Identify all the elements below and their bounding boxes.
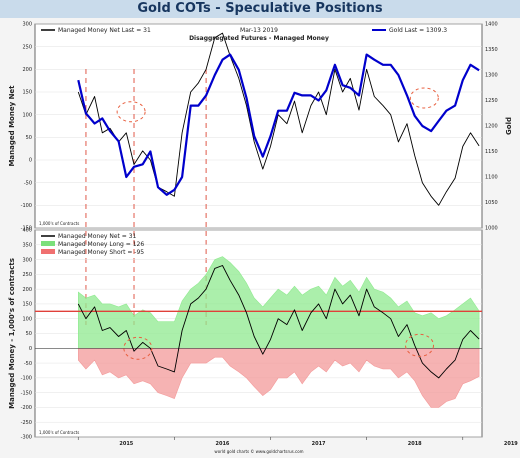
bottom-tick-label: 300 — [22, 257, 32, 263]
x-tick-label: 2019 — [504, 441, 518, 447]
bottom-tick-label: -150 — [21, 390, 32, 396]
x-tick-label: 2015 — [119, 441, 133, 447]
highlight-circle-bottom — [123, 336, 153, 360]
bottom-tick-label: -100 — [21, 376, 32, 382]
top-right-axis-title: Gold — [505, 117, 513, 135]
legend-net-label: Managed Money Net Last = 31 — [58, 27, 151, 34]
net-position-line-bottom — [77, 265, 480, 379]
short-area — [78, 348, 480, 408]
top-left-axis-title: Managed Money Net — [8, 85, 16, 167]
legend-swatch — [41, 249, 55, 254]
credit-label: world gold charts © www.goldchartsrus.co… — [214, 449, 303, 454]
bottom-legend-label: Managed Money Short = -95 — [58, 249, 144, 256]
top-right-tick-label: 1250 — [485, 98, 498, 104]
top-right-tick-label: 1400 — [485, 22, 498, 28]
bottom-tick-label: 400 — [22, 228, 32, 234]
bottom-tick-label: -250 — [21, 420, 32, 426]
x-tick-label: 2016 — [215, 441, 229, 447]
bottom-units-note: 1,000's of Contracts — [39, 430, 79, 435]
chart-title: Gold COTs - Speculative Positions — [137, 1, 383, 16]
bottom-tick-label: 150 — [22, 302, 32, 308]
legend-swatch — [41, 241, 55, 246]
top-right-tick-label: 1050 — [485, 200, 498, 206]
top-right-tick-label: 1100 — [485, 175, 498, 181]
top-right-tick-label: 1000 — [485, 226, 498, 232]
top-left-tick-label: 100 — [22, 112, 32, 118]
bottom-tick-label: 0 — [29, 346, 32, 352]
top-panel — [34, 23, 483, 229]
top-left-tick-label: 200 — [22, 67, 32, 73]
top-right-tick-label: 1150 — [485, 149, 498, 155]
top-units-note: 1,000's of Contracts — [39, 221, 79, 226]
top-left-tick-label: -100 — [21, 203, 32, 209]
top-left-tick-label: 150 — [22, 90, 32, 96]
top-left-tick-label: -50 — [24, 180, 32, 186]
highlight-circle-bottom — [405, 333, 435, 357]
highlight-circle — [116, 101, 146, 123]
title-banner — [0, 0, 520, 18]
bottom-tick-label: 50 — [26, 331, 32, 337]
bottom-tick-label: 250 — [22, 272, 32, 278]
bottom-tick-label: 350 — [22, 242, 32, 248]
legend-gold-label: Gold Last = 1309.3 — [389, 27, 447, 34]
top-left-tick-label: 250 — [22, 44, 32, 50]
top-right-tick-label: 1200 — [485, 124, 498, 130]
chart-subtitle: Disaggregated Futures - Managed Money — [189, 35, 329, 42]
gold-price-line — [77, 53, 480, 196]
net-position-line-top — [77, 32, 480, 206]
bottom-tick-label: 200 — [22, 287, 32, 293]
bottom-tick-label: 100 — [22, 316, 32, 322]
top-right-tick-label: 1350 — [485, 47, 498, 53]
bottom-tick-label: -50 — [24, 361, 32, 367]
bottom-axis-title: Managed Money - 1,000's of contracts — [8, 258, 16, 409]
top-right-tick-label: 1300 — [485, 73, 498, 79]
x-tick-label: 2017 — [312, 441, 326, 447]
bottom-tick-label: -300 — [21, 435, 32, 441]
x-tick-label: 2018 — [408, 441, 422, 447]
top-left-tick-label: 50 — [26, 135, 32, 141]
bottom-legend-label: Managed Money Long = 126 — [58, 241, 144, 248]
date-label: Mar-13 2019 — [240, 27, 278, 34]
top-left-tick-label: -150 — [21, 226, 32, 232]
top-left-tick-label: 0 — [29, 158, 32, 164]
top-left-tick-label: 300 — [22, 22, 32, 28]
highlight-circle — [409, 87, 439, 109]
bottom-tick-label: -200 — [21, 405, 32, 411]
bottom-legend-label: Managed Money Net = 31 — [58, 233, 137, 240]
